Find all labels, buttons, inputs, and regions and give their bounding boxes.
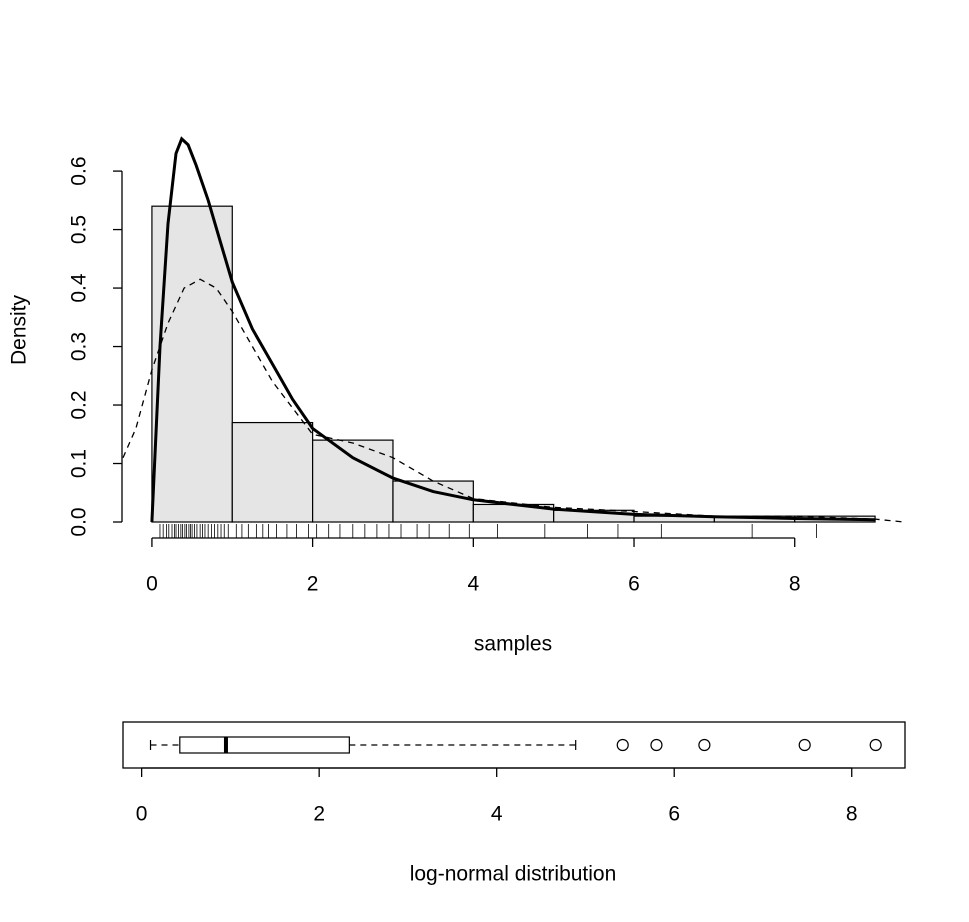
histogram-bar bbox=[231, 421, 314, 523]
histogram-bar bbox=[312, 439, 394, 523]
x-tick-label: 0 bbox=[136, 803, 148, 826]
x-tick-label: 2 bbox=[307, 573, 319, 596]
y-tick-label: 0.3 bbox=[68, 332, 91, 361]
histogram-bar bbox=[392, 480, 474, 523]
outlier bbox=[616, 738, 629, 752]
outlier bbox=[869, 738, 882, 752]
y-tick-label: 0.5 bbox=[68, 215, 91, 244]
y-tick-label: 0.0 bbox=[68, 507, 91, 536]
density-curve bbox=[122, 278, 905, 523]
x-tick-label: 8 bbox=[846, 803, 858, 826]
x-tick-label: 4 bbox=[491, 803, 503, 826]
x-tick-label: 0 bbox=[146, 573, 158, 596]
x-tick-label: 2 bbox=[313, 803, 325, 826]
density-curve bbox=[150, 136, 876, 523]
y-tick-label: 0.6 bbox=[68, 156, 91, 185]
histogram-bar bbox=[151, 205, 233, 523]
x-tick-label: 4 bbox=[467, 573, 479, 596]
y-tick-label: 0.2 bbox=[68, 390, 91, 419]
y-axis-label: Density bbox=[8, 294, 31, 365]
outlier bbox=[650, 738, 663, 752]
x-tick-label: 8 bbox=[789, 573, 801, 596]
x-axis-label: log-normal distribution bbox=[410, 863, 617, 886]
x-tick-label: 6 bbox=[668, 803, 680, 826]
x-axis-label: samples bbox=[474, 633, 552, 656]
y-tick-label: 0.4 bbox=[68, 273, 91, 303]
outlier bbox=[698, 738, 711, 752]
x-tick-label: 6 bbox=[628, 573, 640, 596]
box bbox=[179, 736, 350, 754]
outlier bbox=[798, 738, 811, 752]
y-tick-label: 0.1 bbox=[68, 449, 91, 478]
